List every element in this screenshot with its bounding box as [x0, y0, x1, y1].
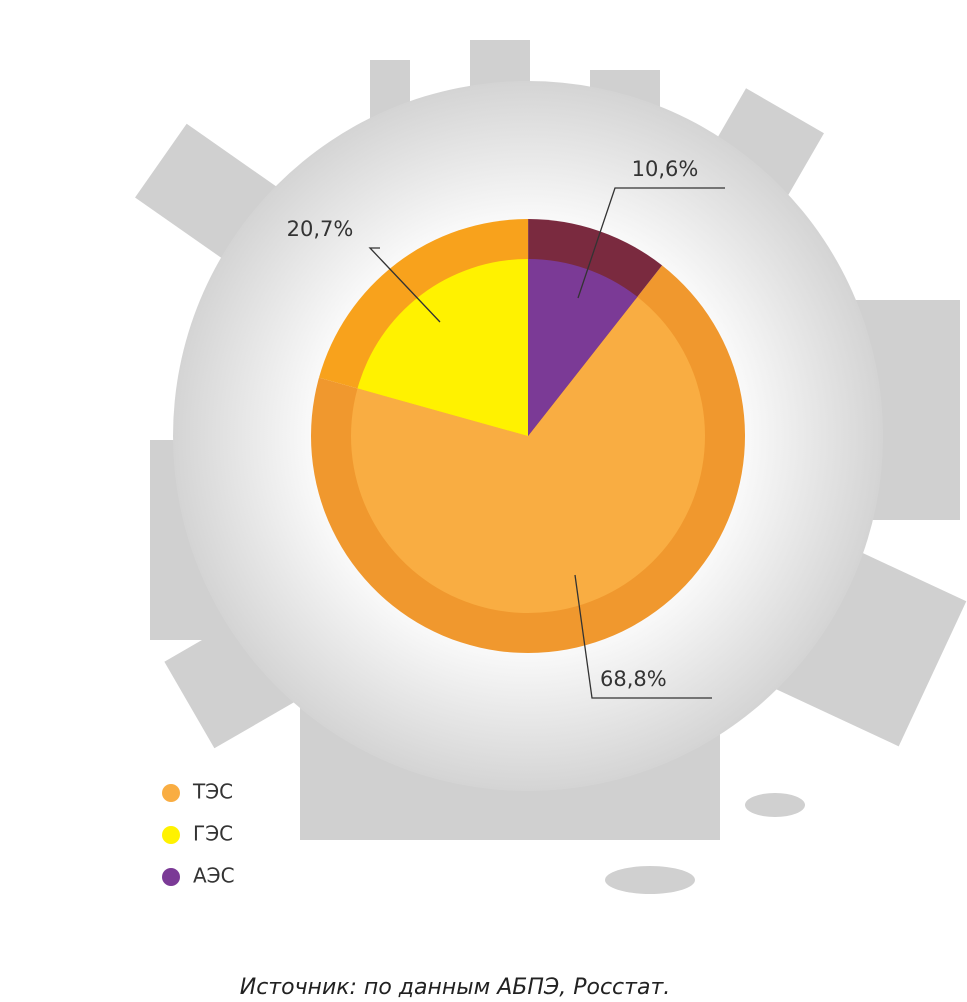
chart: 68,8% 20,7% 10,6% ТЭС ГЭС АЭС Источник: по д…: [0, 0, 967, 1002]
pie: [311, 219, 745, 653]
legend-marker: [162, 868, 180, 886]
legend-label: ГЭС: [193, 822, 233, 846]
legend: ТЭС ГЭС АЭС: [162, 780, 235, 888]
legend-marker: [162, 826, 180, 844]
data-label: 20,7%: [287, 217, 354, 241]
data-label: 68,8%: [600, 667, 667, 691]
page: {"chart_data": {"type": "pie", "categori…: [0, 0, 967, 1002]
legend-marker: [162, 784, 180, 802]
legend-label: ТЭС: [192, 780, 233, 804]
data-label: 10,6%: [632, 157, 699, 181]
source-note: Источник: по данным АБПЭ, Росстат.: [240, 975, 671, 1000]
legend-label: АЭС: [193, 864, 235, 888]
